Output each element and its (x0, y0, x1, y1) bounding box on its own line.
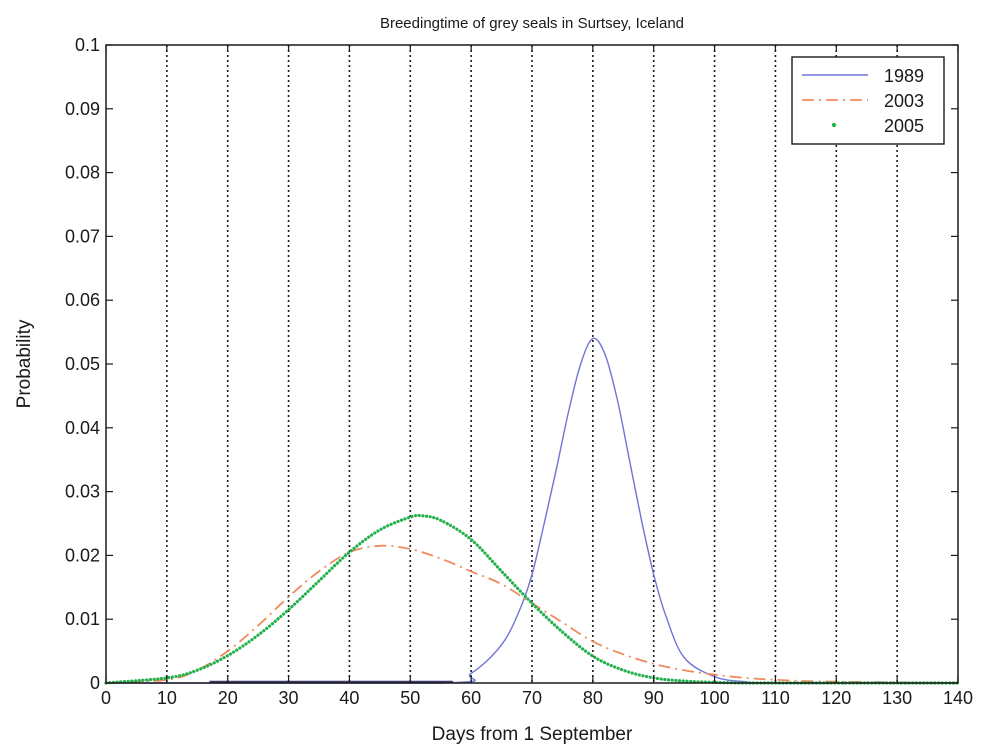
x-tick-label: 30 (279, 688, 299, 708)
legend-box (791, 56, 945, 145)
x-tick-label: 100 (700, 688, 730, 708)
x-tick-label: 90 (644, 688, 664, 708)
chart-title: Breedingtime of grey seals in Surtsey, I… (380, 15, 684, 32)
legend: 1989 2003 2005 (791, 56, 945, 145)
grid (166, 45, 898, 683)
x-axis-label: Days from 1 September (432, 724, 633, 745)
legend-label: 2003 (884, 91, 924, 111)
x-tick-label: 80 (583, 688, 603, 708)
x-tick-label: 120 (821, 688, 851, 708)
x-tick-label: 10 (157, 688, 177, 708)
legend-label: 2005 (884, 116, 924, 136)
x-tick-label: 130 (882, 688, 912, 708)
legend-swatch (831, 122, 837, 128)
y-tick-label: 0.05 (65, 354, 100, 374)
x-tick-label: 50 (400, 688, 420, 708)
x-tick-label: 20 (218, 688, 238, 708)
y-tick-label: 0.01 (65, 609, 100, 629)
y-tick-label: 0.02 (65, 545, 100, 565)
y-tick-label: 0.03 (65, 482, 100, 502)
y-tick-label: 0.07 (65, 226, 100, 246)
axis-ticks: 0 10 20 30 40 50 60 70 80 90 100 110 120 130 140 0 0.01 0… (65, 35, 973, 708)
y-tick-label: 0.1 (75, 35, 100, 55)
x-tick-label: 0 (101, 688, 111, 708)
x-tick-label: 110 (761, 688, 790, 708)
x-tick-label: 40 (339, 688, 359, 708)
x-tick-label: 70 (522, 688, 542, 708)
x-tick-label: 140 (943, 688, 973, 708)
y-axis-label: Probability (14, 319, 35, 408)
series-line-2003 (105, 544, 959, 684)
y-tick-label: 0.06 (65, 290, 100, 310)
y-tick-label: 0.04 (65, 418, 100, 438)
legend-label: 1989 (884, 66, 924, 86)
y-tick-label: 0.08 (65, 163, 100, 183)
y-tick-label: 0 (90, 673, 100, 693)
x-tick-label: 60 (461, 688, 481, 708)
y-tick-label: 0.09 (65, 99, 100, 119)
